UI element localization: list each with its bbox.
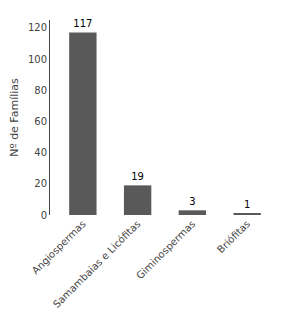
svg-text:120: 120 <box>28 22 47 33</box>
svg-text:Samambaias e Licófitas: Samambaias e Licófitas <box>51 218 143 310</box>
svg-text:40: 40 <box>34 147 47 158</box>
svg-text:Briófitas: Briófitas <box>215 218 252 255</box>
svg-text:60: 60 <box>34 116 47 127</box>
svg-text:1: 1 <box>244 199 250 210</box>
svg-text:Giminospermas: Giminospermas <box>134 218 197 281</box>
svg-text:Nº de Famílias: Nº de Famílias <box>8 78 21 157</box>
svg-text:117: 117 <box>73 18 92 29</box>
svg-text:100: 100 <box>28 54 47 65</box>
svg-text:Angiospermas: Angiospermas <box>30 218 88 276</box>
svg-text:20: 20 <box>34 178 47 189</box>
svg-text:3: 3 <box>189 196 195 207</box>
svg-text:19: 19 <box>131 171 144 182</box>
svg-text:80: 80 <box>34 85 47 96</box>
svg-text:0: 0 <box>41 210 47 221</box>
